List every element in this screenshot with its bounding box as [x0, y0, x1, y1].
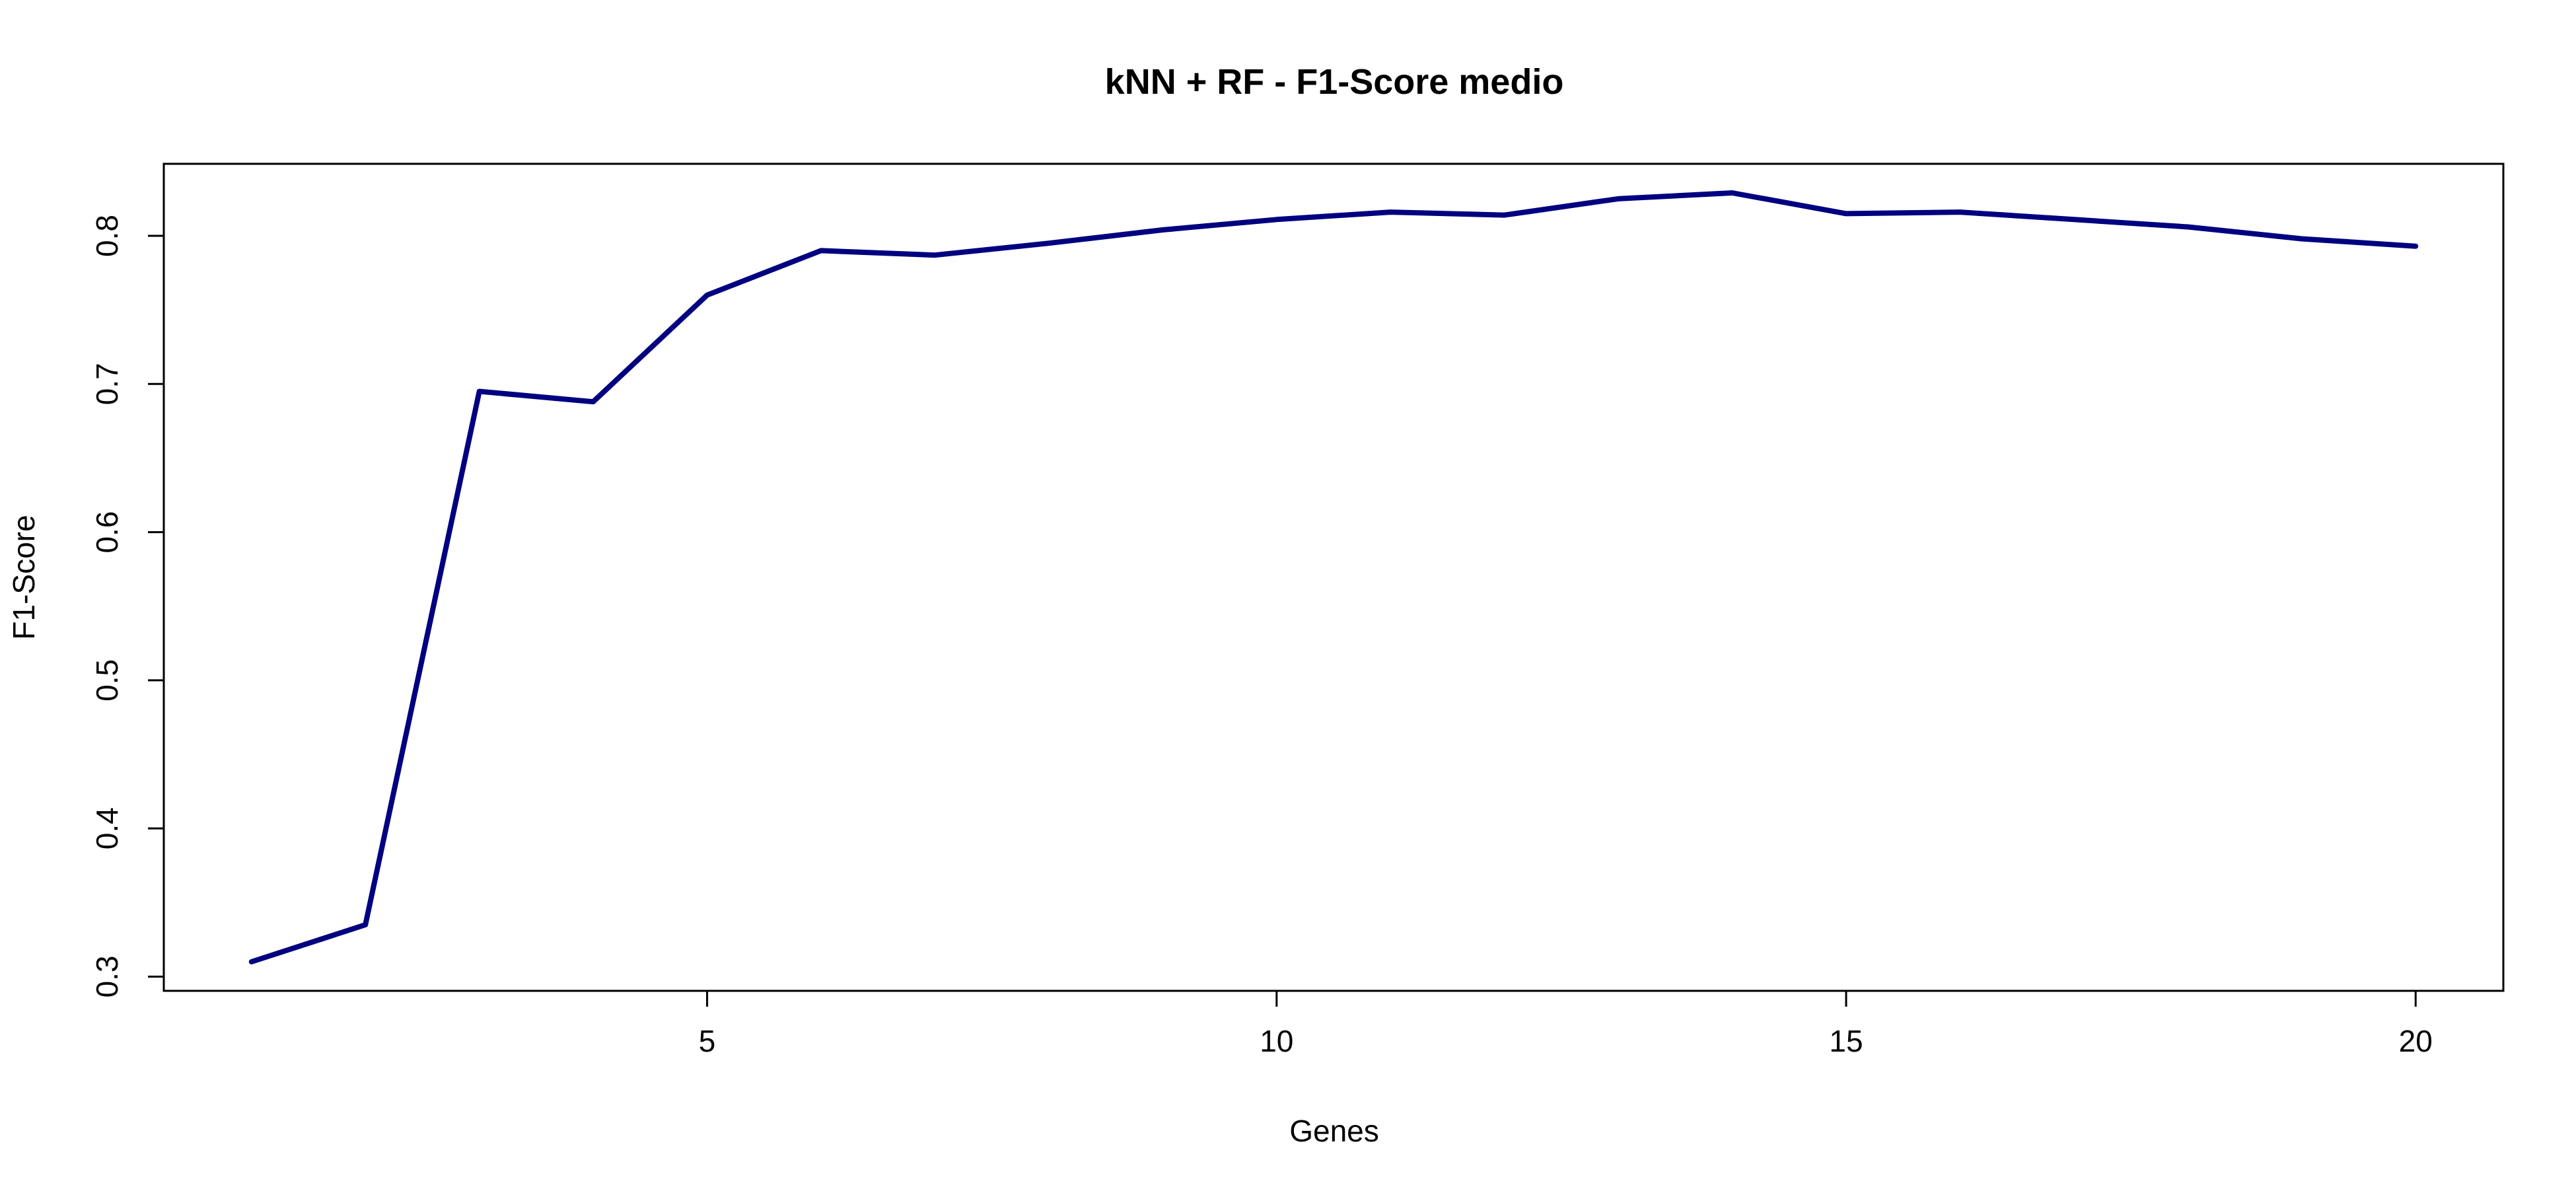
- series-line-0: [248, 190, 2419, 964]
- x-tick-label: 20: [2399, 1024, 2433, 1058]
- y-axis-label: F1-Score: [7, 515, 41, 639]
- chart-title: kNN + RF - F1-Score medio: [1105, 62, 1564, 102]
- y-tick-label: 0.8: [90, 215, 124, 257]
- plot-frame: [162, 162, 2505, 992]
- y-tick-label: 0.5: [90, 659, 124, 702]
- x-tick-label: 10: [1260, 1024, 1293, 1058]
- x-tick-label: 15: [1829, 1024, 1863, 1058]
- y-tick-label: 0.7: [90, 363, 124, 405]
- y-axis: 0.3 0.4 0.5 0.6 0.7 0.8: [90, 215, 164, 997]
- x-axis-label: Genes: [1289, 1114, 1379, 1148]
- y-tick-label: 0.4: [90, 807, 124, 849]
- y-tick-label: 0.3: [90, 955, 124, 997]
- x-axis: 5 10 15 20: [699, 991, 2433, 1058]
- series-layer: [248, 190, 2419, 964]
- y-tick-label: 0.6: [90, 511, 124, 554]
- x-tick-label: 5: [699, 1024, 716, 1058]
